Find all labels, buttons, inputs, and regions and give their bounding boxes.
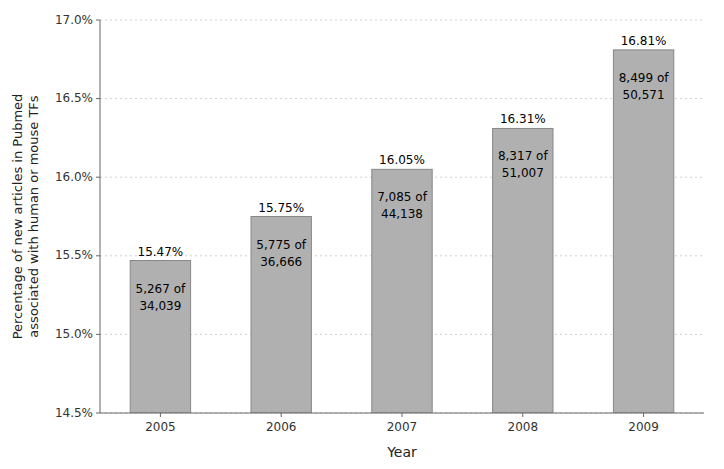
data-label: 16.81%	[621, 34, 667, 48]
bar	[251, 217, 311, 414]
x-tick-label: 2009	[628, 420, 659, 434]
y-tick	[96, 255, 100, 256]
bar	[130, 261, 190, 413]
x-tick	[281, 413, 282, 417]
y-tick	[96, 98, 100, 99]
data-label: 15.47%	[138, 245, 184, 259]
x-tick-label: 2007	[387, 420, 418, 434]
y-tick-label: 17.0%	[55, 13, 93, 27]
y-tick	[96, 20, 100, 21]
x-tick	[402, 413, 403, 417]
x-tick	[643, 413, 644, 417]
x-tick	[160, 413, 161, 417]
y-axis-title-line: associated with human or mouse TFs	[26, 95, 41, 337]
y-tick	[96, 413, 100, 414]
data-label: 16.31%	[500, 112, 546, 126]
x-tick-label: 2008	[508, 420, 539, 434]
bar-annotation: 34,039	[139, 299, 181, 313]
bar-annotation: 5,267 of	[136, 282, 187, 296]
x-axis-title: Year	[386, 444, 417, 460]
bar	[372, 169, 432, 413]
x-tick-label: 2006	[266, 420, 297, 434]
bar-annotation: 8,499 of	[619, 71, 670, 85]
y-tick-label: 15.5%	[55, 248, 93, 262]
y-axis-title-line: Percentage of new articles in Pubmed	[10, 94, 25, 340]
x-tick-label: 2005	[145, 420, 176, 434]
data-label: 16.05%	[379, 153, 425, 167]
grid-line	[100, 20, 704, 21]
y-tick-label: 14.5%	[55, 406, 93, 420]
y-axis-line	[100, 20, 101, 413]
y-tick-label: 16.0%	[55, 170, 93, 184]
bar-annotation: 36,666	[260, 255, 302, 269]
data-label: 15.75%	[258, 201, 304, 215]
bar-annotation: 44,138	[381, 207, 423, 221]
y-tick	[96, 334, 100, 335]
bar-annotation: 50,571	[623, 88, 665, 102]
bar-annotation: 5,775 of	[256, 238, 307, 252]
bars	[130, 50, 674, 413]
y-tick-label: 16.5%	[55, 91, 93, 105]
bar-annotation: 8,317 of	[498, 149, 549, 163]
bar-annotation: 51,007	[502, 166, 544, 180]
chart-svg: 14.5% 15.0% 15.5% 16.0% 16.5% 17.0% 15.47% 5,26…	[0, 0, 724, 469]
y-tick-label: 15.0%	[55, 327, 93, 341]
y-tick	[96, 177, 100, 178]
y-axis-title: Percentage of new articles in Pubmedasso…	[10, 94, 41, 340]
bar	[613, 50, 673, 413]
chart-container: 14.5% 15.0% 15.5% 16.0% 16.5% 17.0% 15.47% 5,26…	[0, 0, 724, 469]
grid	[100, 20, 704, 413]
bar-annotation: 7,085 of	[377, 190, 428, 204]
bar	[493, 128, 553, 413]
x-tick	[522, 413, 523, 417]
